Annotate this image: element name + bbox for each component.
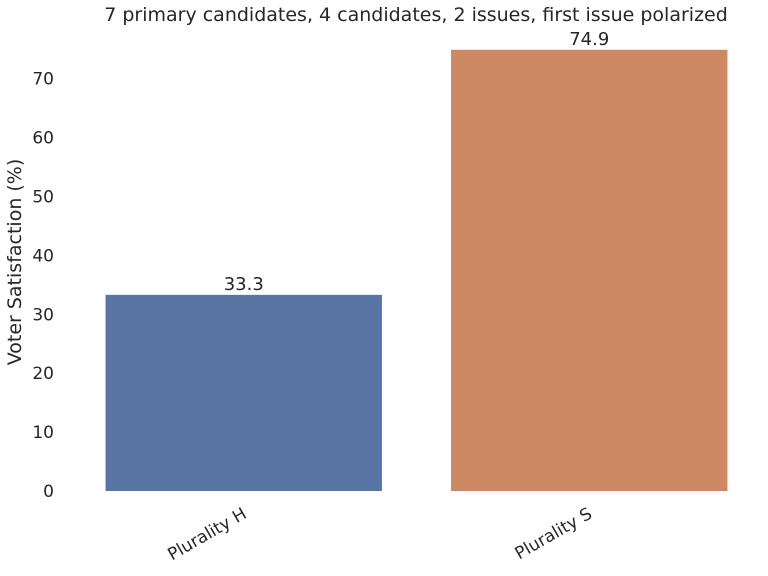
y-axis-label: Voter Satisfaction (%) [4,159,26,366]
y-tick-label: 40 [32,246,54,266]
data-labels: 33.3 74.9 [224,29,610,295]
x-tick-label: Plurality S [512,504,596,564]
y-tick-label: 50 [32,187,54,207]
x-tick-label: Plurality H [164,504,250,565]
y-tick-label: 60 [32,129,54,149]
bar-value-label: 74.9 [569,29,609,50]
bars [105,49,728,491]
chart-title: 7 primary candidates, 4 candidates, 2 is… [104,4,728,26]
x-axis-ticks: Plurality H Plurality S [164,504,595,565]
y-tick-label: 10 [32,423,54,443]
y-axis-ticks: 0 10 20 30 40 50 60 70 [32,70,54,502]
y-tick-label: 0 [43,482,54,502]
bar-plurality-h [105,294,382,491]
y-tick-label: 30 [32,305,54,325]
bar-value-label: 33.3 [224,274,264,295]
y-tick-label: 70 [32,70,54,90]
bar-plurality-s [451,49,728,491]
y-tick-label: 20 [32,364,54,384]
